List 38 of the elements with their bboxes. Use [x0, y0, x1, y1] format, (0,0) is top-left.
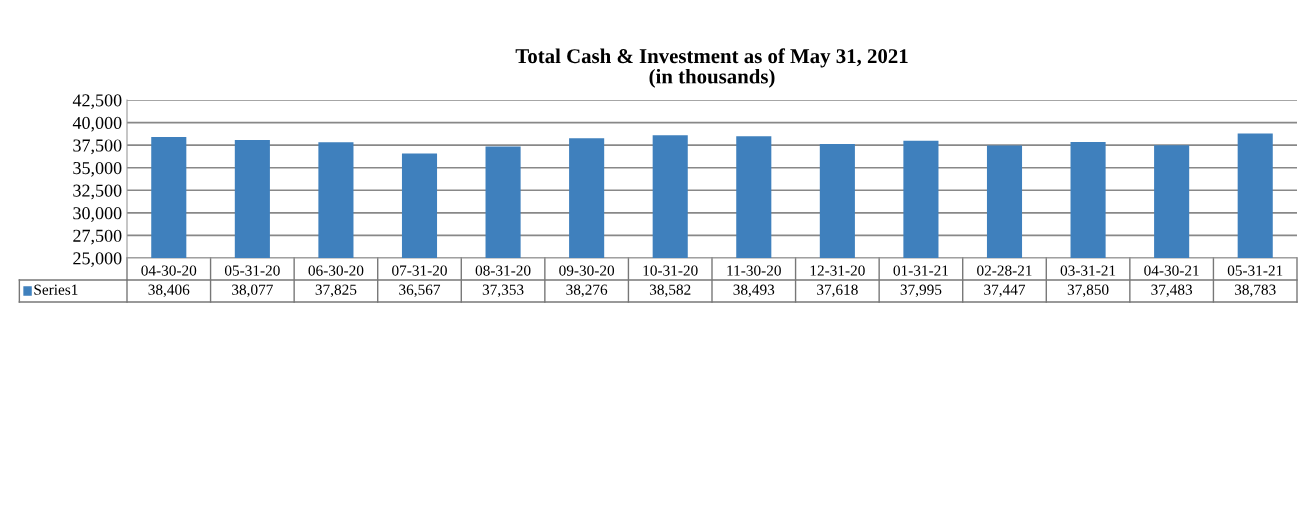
- data-label: 38,077: [232, 284, 273, 298]
- x-tick-label: 06-30-20: [308, 265, 364, 276]
- data-label: 38,783: [1234, 284, 1276, 298]
- x-tick-label: 08-31-20: [475, 265, 531, 276]
- x-tick-label: 10-31-20: [643, 265, 698, 276]
- data-label: 37,825: [315, 284, 357, 298]
- x-tick-label: 02-28-21: [977, 265, 1032, 276]
- x-tick-label: 04-30-21: [1144, 265, 1199, 276]
- y-tick-label: 27,500: [73, 229, 122, 245]
- data-label: 37,483: [1151, 284, 1193, 298]
- data-label: 38,582: [649, 284, 691, 298]
- data-label: 36,567: [399, 284, 441, 298]
- data-label: 38,493: [733, 284, 775, 298]
- x-tick-label: 09-30-20: [559, 265, 615, 276]
- data-label: 37,447: [984, 284, 1026, 298]
- x-tick-label: 01-31-21: [893, 265, 949, 276]
- legend-label: Series1: [34, 284, 78, 295]
- data-label: 38,276: [566, 284, 608, 298]
- y-tick-label: 37,500: [73, 139, 122, 155]
- y-tick-label: 40,000: [72, 116, 122, 132]
- x-tick-label: 05-31-21: [1227, 265, 1283, 276]
- y-tick-label: 32,500: [73, 184, 122, 200]
- x-tick-label: 05-31-20: [224, 265, 280, 276]
- data-label: 37,850: [1067, 284, 1109, 298]
- x-tick-label: 11-30-20: [727, 265, 781, 276]
- x-tick-label: 07-31-20: [392, 265, 447, 276]
- data-label: 37,353: [482, 284, 524, 298]
- y-tick-label: 35,000: [73, 161, 122, 177]
- x-tick-label: 12-31-20: [810, 265, 865, 276]
- x-tick-label: 04-30-20: [141, 265, 197, 276]
- y-tick-label: 42,500: [72, 94, 122, 110]
- x-tick-label: 03-31-21: [1060, 265, 1116, 276]
- chart-title: Total Cash & Investment as of May 31, 2021 (in thousands): [515, 48, 908, 88]
- data-label: 37,618: [817, 284, 858, 298]
- y-tick-label: 25,000: [73, 252, 122, 268]
- data-label: 38,406: [148, 284, 190, 298]
- y-tick-label: 30,000: [73, 207, 122, 222]
- data-label: 37,995: [900, 284, 942, 298]
